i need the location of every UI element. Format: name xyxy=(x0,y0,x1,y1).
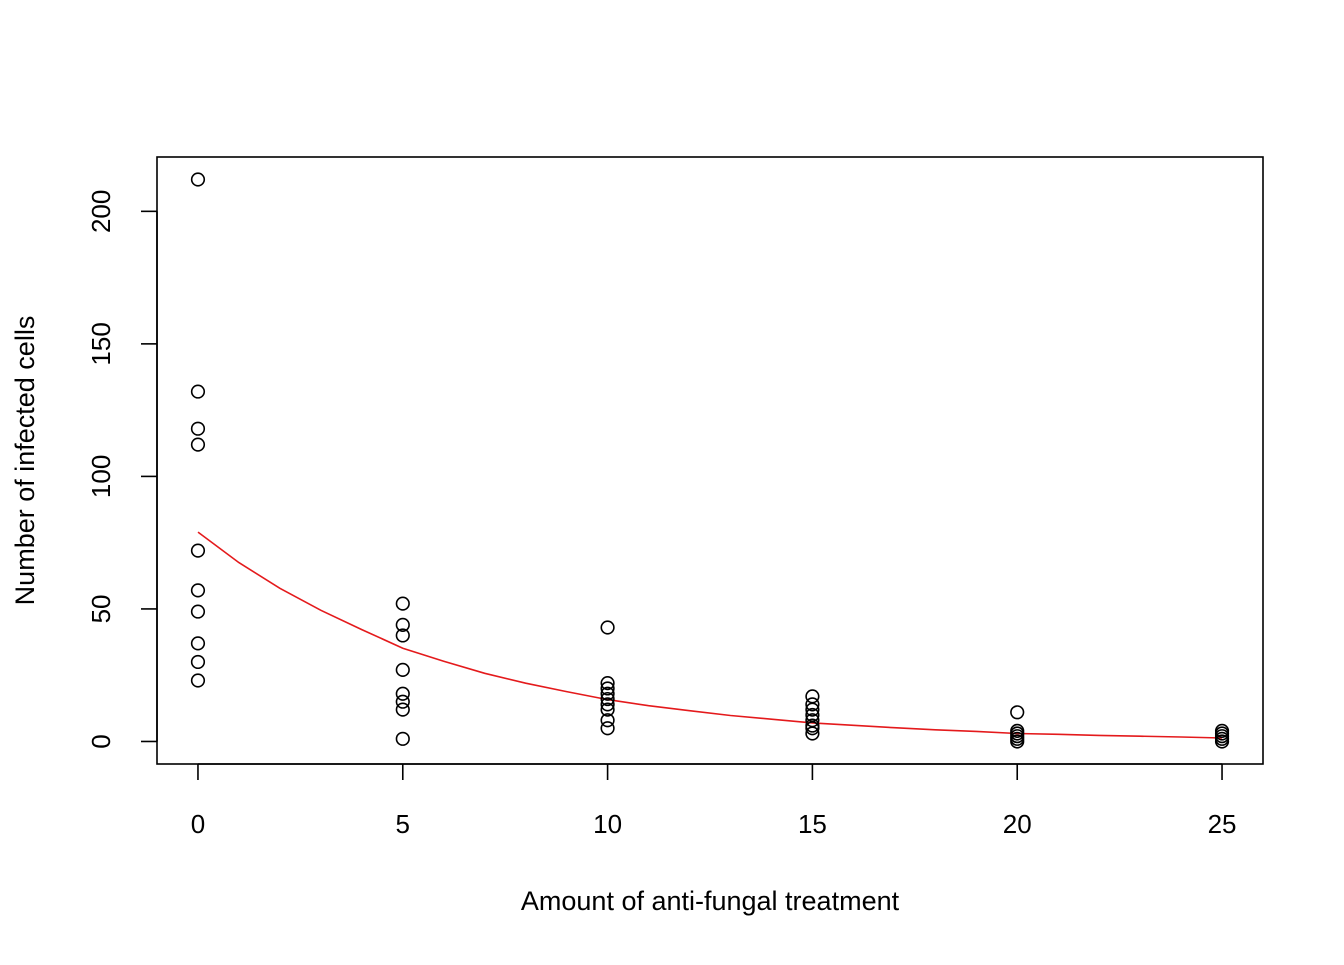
data-point xyxy=(395,694,410,709)
y-tick-label: 150 xyxy=(86,322,116,365)
x-tick-label: 20 xyxy=(1003,809,1032,839)
data-point xyxy=(805,697,820,712)
data-point xyxy=(805,726,820,741)
x-tick-label: 0 xyxy=(191,809,205,839)
y-axis: 0 50 100 150 200 xyxy=(86,190,158,749)
x-tick-label: 10 xyxy=(593,809,622,839)
y-tick-label: 0 xyxy=(86,734,116,748)
y-tick-label: 100 xyxy=(86,455,116,498)
data-point xyxy=(395,686,410,701)
data-point xyxy=(600,681,615,696)
data-point xyxy=(805,721,820,736)
data-point xyxy=(600,676,615,691)
data-point xyxy=(600,721,615,736)
y-tick-label: 50 xyxy=(86,594,116,623)
data-point xyxy=(190,673,206,688)
data-point xyxy=(395,617,410,632)
x-tick-label: 5 xyxy=(396,809,410,839)
data-point xyxy=(1010,705,1025,720)
data-point xyxy=(395,702,410,717)
data-point xyxy=(805,702,820,717)
x-tick-label: 25 xyxy=(1208,809,1237,839)
data-point xyxy=(395,628,410,643)
data-point xyxy=(395,662,410,678)
data-point xyxy=(600,620,615,635)
x-tick-label: 15 xyxy=(798,809,827,839)
x-axis: 0 5 10 15 20 25 xyxy=(191,763,1237,839)
data-point xyxy=(600,691,615,707)
data-point xyxy=(190,421,206,436)
fit-line-layer xyxy=(197,531,1223,739)
data-point xyxy=(190,543,206,558)
data-point xyxy=(1010,734,1025,749)
data-point xyxy=(190,437,206,452)
x-axis-title: Amount of anti-fungal treatment xyxy=(521,886,900,916)
points-layer xyxy=(190,172,1230,749)
data-point xyxy=(600,697,615,712)
data-point xyxy=(190,583,206,598)
data-point xyxy=(190,636,206,651)
y-tick-label: 200 xyxy=(86,190,116,233)
data-point xyxy=(1214,734,1230,749)
y-axis-title: Number of infected cells xyxy=(10,316,40,606)
fit-line xyxy=(197,531,1223,739)
data-point xyxy=(190,654,206,670)
data-point xyxy=(190,172,206,187)
data-point xyxy=(395,731,410,746)
data-point xyxy=(190,384,206,399)
data-point xyxy=(190,604,206,619)
data-point xyxy=(600,686,615,701)
data-point xyxy=(395,596,410,611)
data-point xyxy=(600,713,615,728)
data-point xyxy=(600,702,615,717)
